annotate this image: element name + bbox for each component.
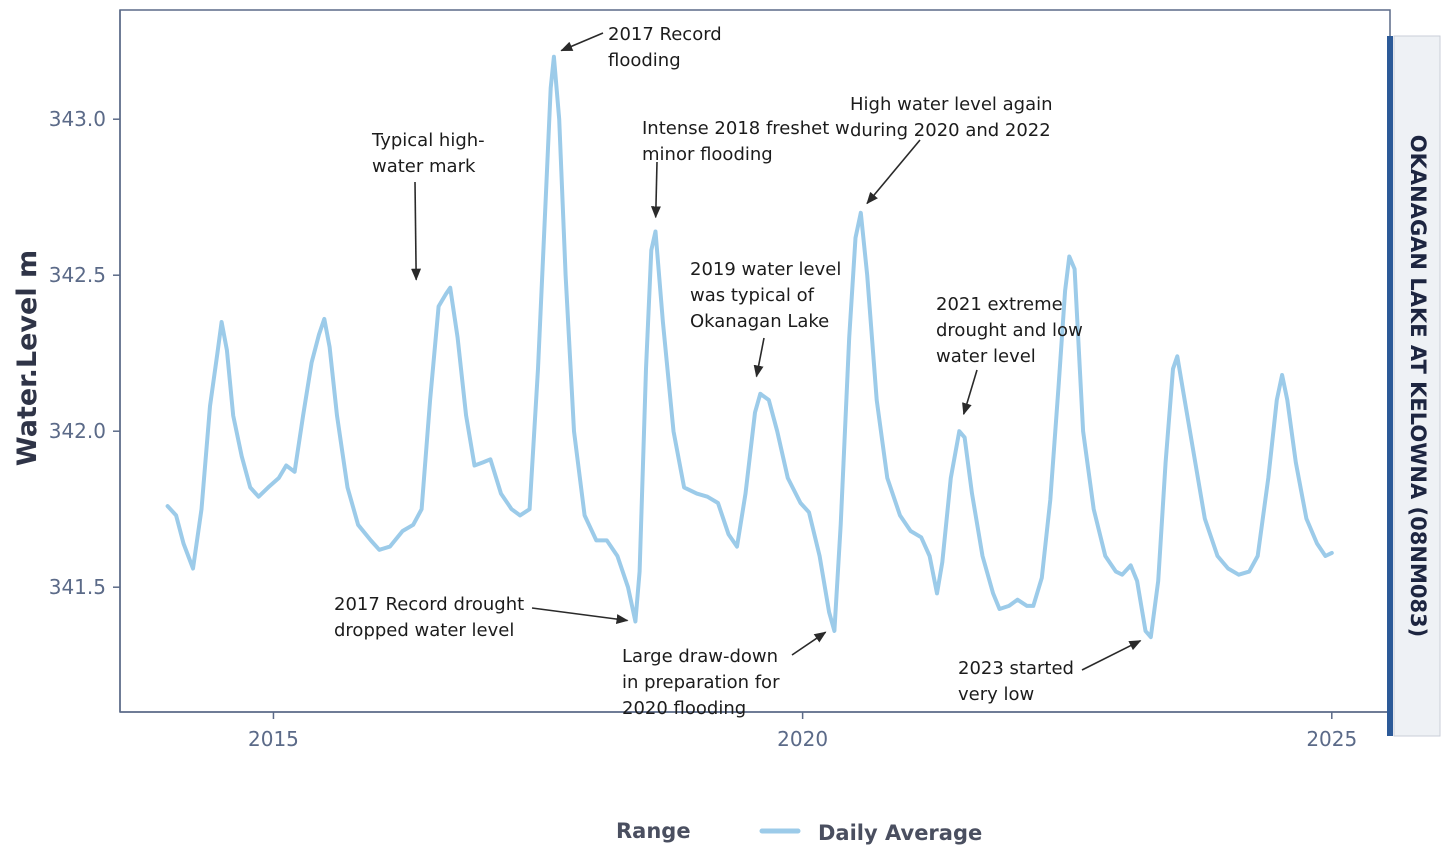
annotation-text: Typical high-water mark — [371, 130, 485, 177]
facet-strip: OKANAGAN LAKE AT KELOWNA (08NM083) — [1387, 35, 1441, 737]
facet-strip-label: OKANAGAN LAKE AT KELOWNA (08NM083) — [1406, 135, 1430, 638]
y-tick-label: 343.0 — [49, 107, 106, 131]
y-axis-label: Water.Level m — [12, 250, 43, 466]
annotation: Intense 2018 freshet w minor flooding — [642, 118, 850, 219]
x-tick-label: 2015 — [248, 727, 299, 751]
annotation-arrow — [866, 139, 921, 205]
annotation-text: Large draw-down in preparation for 2020 fl… — [622, 646, 780, 719]
annotation: 2017 Record flooding — [560, 24, 722, 71]
annotation-arrow — [753, 337, 765, 378]
annotation-text: 2019 water level was typical of Okanagan L… — [690, 259, 841, 332]
annotation: High water level again during 2020 and 20… — [850, 94, 1053, 205]
annotation-text: 2017 Record drought dropped water level — [334, 594, 524, 641]
facet-strip-background — [1393, 35, 1441, 737]
annotation-text: High water level again during 2020 and 20… — [850, 94, 1053, 141]
series-line-daily-average — [165, 54, 1334, 640]
annotation-text: Intense 2018 freshet w minor flooding — [642, 118, 850, 165]
annotation-arrow — [650, 161, 661, 219]
x-tick-label: 2020 — [777, 727, 828, 751]
y-tick-label: 342.5 — [49, 263, 106, 287]
legend: Range Daily Average — [616, 819, 982, 845]
annotation-text: 2021 extreme drought and low water level — [936, 294, 1083, 367]
annotation: Typical high-water mark — [371, 130, 485, 281]
legend-entry-daily-average: Daily Average — [818, 821, 982, 845]
y-tick-label: 341.5 — [49, 575, 106, 599]
x-axis-ticks: 2015 2020 2025 — [248, 712, 1357, 751]
legend-title-range: Range — [616, 819, 691, 843]
annotation-arrow — [531, 607, 629, 625]
annotation: Large draw-down in preparation for 2020 fl… — [622, 631, 827, 719]
annotation-arrow — [1081, 639, 1142, 671]
y-tick-label: 342.0 — [49, 419, 106, 443]
x-tick-label: 2025 — [1306, 727, 1357, 751]
annotation: 2023 started very low — [958, 639, 1142, 705]
annotation: 2019 water level was typical of Okanagan L… — [690, 259, 841, 378]
facet-strip-bar — [1387, 36, 1393, 736]
annotation-text: 2017 Record flooding — [608, 24, 722, 71]
annotation-arrow — [962, 369, 978, 416]
annotation-arrow — [411, 181, 422, 281]
y-axis-ticks: 341.5 342.0 342.5 343.0 — [49, 107, 120, 599]
annotation: 2021 extreme drought and low water level — [936, 294, 1083, 416]
annotation-arrow — [791, 631, 827, 656]
annotation: 2017 Record drought dropped water level — [334, 594, 629, 641]
annotation-arrow — [560, 32, 604, 52]
annotation-text: 2023 started very low — [958, 658, 1074, 705]
annotations: 2017 Record flooding Typical high-water ma… — [334, 24, 1142, 719]
